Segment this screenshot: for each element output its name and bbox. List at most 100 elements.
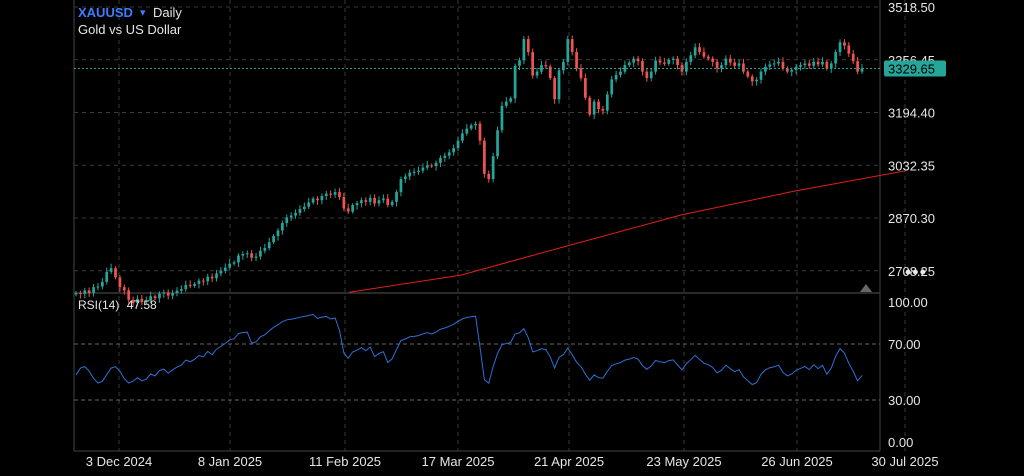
candle-body [645,71,649,79]
candle-body [663,62,666,64]
candle-body [777,61,780,64]
candle-body [733,62,737,66]
candle-body [623,65,627,72]
candle-body [843,42,846,46]
candle-body [531,52,535,76]
candle-body [829,63,833,69]
candle-body [632,58,636,63]
candle-body [601,109,605,111]
candle-body [144,300,148,303]
candle-body [289,215,293,218]
candle-body [715,61,719,69]
candle-body [92,287,95,293]
candle-body [689,55,693,62]
rsi-legend: RSI(14) 47.58 [78,298,157,312]
candle-body [259,250,262,257]
time-tick-label: 11 Feb 2025 [309,454,381,469]
candle-body [794,66,798,70]
time-tick-label: 17 Mar 2025 [422,454,495,469]
candle-body [658,60,662,63]
candle-body [272,236,275,243]
candle-body [338,192,341,197]
candle-body [193,283,196,286]
candle-body [254,256,258,258]
candle-body [210,276,214,279]
candle-body [434,162,438,167]
rsi-tick-label: 100.00 [888,295,928,310]
candle-body [548,66,552,79]
candle-body [812,61,816,66]
candle-body [302,206,306,210]
candle-body [237,255,240,263]
candle-body [443,155,447,158]
candle-body [232,262,236,264]
candle-body [333,192,337,195]
candle-body [171,293,174,296]
candle-body [706,56,710,59]
candle-body [847,45,851,54]
candle-body [267,242,271,249]
candle-body [223,267,227,271]
rsi-line [75,313,863,386]
candle-body [368,197,372,202]
candle-body [162,292,166,294]
candle-body [241,253,245,256]
candle-body [834,52,838,64]
candle-body [355,203,359,206]
candle-body [575,52,578,69]
candle-body [417,170,420,172]
candle-body [329,193,333,195]
candle-body [263,248,267,251]
candle-body [579,68,583,79]
candle-body [390,201,394,206]
symbol-dropdown-icon[interactable]: ▾ [140,7,146,19]
price-tick-label: 2708.25 [888,264,935,279]
candle-body [856,61,859,72]
candle-body [483,140,486,174]
candle-body [851,53,855,62]
rsi-value: 47.58 [126,298,157,312]
candle-body [759,71,763,80]
candle-body [408,172,412,177]
candle-body [197,280,201,284]
candle-body [79,293,82,294]
candle-body [316,198,319,201]
candle-body [627,62,631,66]
candle-body [522,39,526,61]
candle-body [395,192,398,202]
candle-body [807,63,811,66]
candle-body [693,47,697,56]
candle-body [342,196,346,209]
candle-body [816,61,820,65]
price-tick-label: 3518.50 [888,0,935,15]
time-tick-label: 8 Jan 2025 [198,454,262,469]
candle-body [114,268,117,278]
candle-body [276,230,280,237]
interval-label[interactable]: Daily [153,5,182,20]
time-tick-label: 23 May 2025 [646,454,721,469]
candle-body [149,296,153,301]
symbol-label[interactable]: XAUUSD [78,5,133,20]
candle-body [83,290,87,294]
candle-body [562,61,565,71]
candle-body [588,97,592,115]
candle-body [676,58,679,66]
candle-body [452,148,455,153]
candle-body [140,298,144,303]
candle-body [188,284,192,286]
candle-body [526,39,530,53]
candle-body [294,212,297,216]
candle-body [821,61,824,65]
candle-body [671,58,675,60]
candle-body [566,39,570,62]
candle-body [478,123,482,141]
more-options-icon[interactable]: ••• [905,262,927,282]
candle-body [122,287,126,291]
candle-body [180,289,183,291]
candle-body [351,205,354,212]
candle-body [553,78,556,100]
candle-body [496,130,499,157]
candle-body [654,60,657,72]
candle-body [504,101,508,106]
